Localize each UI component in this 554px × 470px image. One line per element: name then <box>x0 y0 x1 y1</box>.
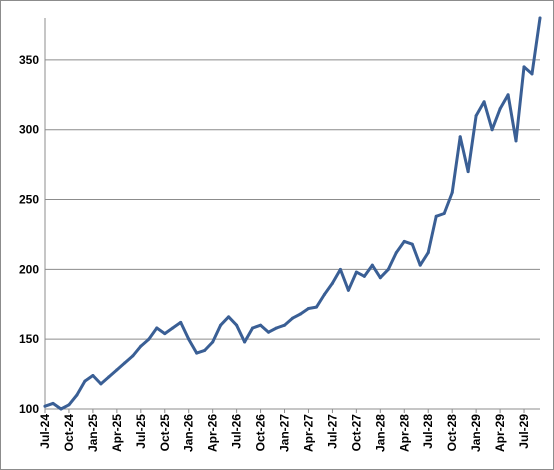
y-tick-label-250: 250 <box>19 193 39 207</box>
x-tick-label-Apr-25: Apr-25 <box>110 414 124 452</box>
data-point-2026-08 <box>243 340 247 344</box>
x-tick-label-Apr-26: Apr-26 <box>206 414 220 452</box>
data-point-2025-07 <box>139 344 143 348</box>
data-point-2028-07 <box>426 251 430 255</box>
data-point-2029-05 <box>506 93 510 97</box>
data-point-2028-10 <box>450 191 454 195</box>
x-tick-label-Apr-28: Apr-28 <box>397 414 411 452</box>
data-point-2025-09 <box>155 326 159 330</box>
data-point-2027-02 <box>291 316 294 320</box>
data-point-2027-08 <box>338 267 342 271</box>
x-tick-label-Jul-24: Jul-24 <box>38 414 52 449</box>
x-tick-label-Jan-26: Jan-26 <box>182 414 196 452</box>
data-point-2028-12 <box>466 170 470 174</box>
data-point-2025-06 <box>131 354 135 358</box>
x-tick-label-Oct-26: Oct-26 <box>254 414 268 452</box>
data-point-2027-05 <box>314 305 318 309</box>
y-tick-label-350: 350 <box>19 53 39 67</box>
data-point-2026-06 <box>227 315 231 319</box>
data-point-2027-11 <box>362 274 366 278</box>
data-point-2028-11 <box>458 135 462 139</box>
data-point-2026-12 <box>275 326 279 330</box>
y-tick-label-150: 150 <box>19 332 39 346</box>
data-point-2026-09 <box>251 326 255 330</box>
data-point-2027-06 <box>322 292 326 296</box>
x-tick-label-Oct-25: Oct-25 <box>158 414 172 452</box>
data-point-2024-11 <box>75 393 79 397</box>
data-point-2026-03 <box>203 348 207 352</box>
data-point-2026-10 <box>259 323 263 327</box>
x-tick-label-Jul-29: Jul-29 <box>517 414 531 449</box>
data-point-2028-03 <box>394 251 398 255</box>
data-point-2028-09 <box>442 212 446 215</box>
data-point-2029-01 <box>474 114 478 118</box>
x-tick-label-Jul-27: Jul-27 <box>325 414 339 449</box>
data-point-2029-08 <box>530 72 534 76</box>
data-point-2028-01 <box>378 276 382 280</box>
y-tick-label-100: 100 <box>19 402 39 416</box>
x-tick-label-Jan-29: Jan-29 <box>469 414 483 452</box>
data-point-2025-12 <box>179 320 183 324</box>
x-tick-label-Apr-29: Apr-29 <box>493 414 507 452</box>
data-point-2027-07 <box>330 281 334 285</box>
data-point-2029-03 <box>490 128 494 132</box>
x-tick-label-Oct-28: Oct-28 <box>445 414 459 452</box>
data-point-2025-11 <box>171 326 175 330</box>
x-tick-label-Jan-25: Jan-25 <box>86 414 100 452</box>
data-point-2026-02 <box>195 351 199 355</box>
data-point-2025-02 <box>99 382 103 386</box>
x-tick-label-Jan-28: Jan-28 <box>373 414 387 452</box>
data-point-2025-05 <box>123 361 127 365</box>
data-point-2029-04 <box>498 107 502 111</box>
data-point-2027-09 <box>346 288 350 292</box>
data-point-2029-06 <box>514 139 518 143</box>
x-tick-label-Jul-28: Jul-28 <box>421 414 435 449</box>
data-point-2028-04 <box>402 239 406 243</box>
data-point-2027-04 <box>306 306 310 310</box>
data-point-2029-09 <box>538 16 542 20</box>
data-point-2025-03 <box>107 375 111 379</box>
y-tick-label-200: 200 <box>19 262 39 276</box>
data-point-2026-07 <box>235 323 239 327</box>
data-point-2028-02 <box>386 267 390 271</box>
data-point-2026-01 <box>187 337 191 341</box>
data-point-2028-05 <box>410 242 414 246</box>
series-line <box>43 16 542 411</box>
x-tick-label-Jan-27: Jan-27 <box>278 414 292 452</box>
x-tick-label-Oct-27: Oct-27 <box>349 414 363 452</box>
data-point-2026-05 <box>219 323 223 327</box>
data-point-2028-06 <box>418 263 422 267</box>
data-point-2025-08 <box>147 337 151 341</box>
data-point-2025-01 <box>91 373 95 377</box>
y-tick-label-300: 300 <box>19 123 39 137</box>
data-point-2024-12 <box>83 379 87 383</box>
data-point-2024-10 <box>67 403 71 407</box>
x-tick-label-Jul-26: Jul-26 <box>230 414 244 449</box>
data-point-2025-10 <box>163 332 167 336</box>
data-point-2026-11 <box>267 330 271 334</box>
data-point-2027-10 <box>354 270 358 274</box>
data-point-2028-08 <box>434 214 438 218</box>
data-point-2029-07 <box>522 65 526 69</box>
data-point-2024-07 <box>43 404 47 408</box>
data-point-2024-09 <box>59 407 63 411</box>
x-tick-label-Oct-24: Oct-24 <box>62 414 76 452</box>
data-point-2024-08 <box>51 401 55 405</box>
x-tick-label-Jul-25: Jul-25 <box>134 414 148 449</box>
data-point-2027-01 <box>283 323 287 327</box>
data-point-2027-03 <box>298 312 302 316</box>
data-point-2026-04 <box>211 340 215 344</box>
x-tick-label-Apr-27: Apr-27 <box>301 414 315 452</box>
data-point-2029-02 <box>482 100 486 104</box>
data-point-2027-12 <box>370 263 374 267</box>
data-point-2025-04 <box>115 368 119 372</box>
